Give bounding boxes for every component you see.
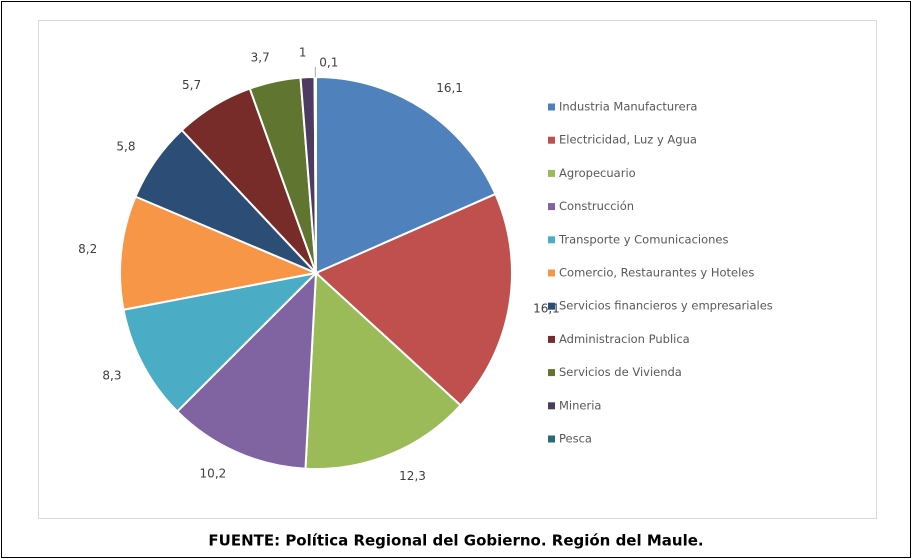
legend-label: Comercio, Restaurantes y Hoteles — [559, 266, 754, 280]
data-label: 1 — [299, 46, 307, 60]
data-label: 5,8 — [116, 140, 135, 154]
legend-swatch — [548, 369, 555, 377]
data-label: 12,3 — [399, 469, 426, 483]
data-label: 8,2 — [78, 242, 97, 256]
legend-label: Servicios de Vivienda — [559, 365, 682, 379]
legend-swatch — [548, 335, 555, 343]
legend-swatch — [548, 269, 555, 277]
legend-swatch — [548, 402, 555, 410]
data-label: 3,7 — [251, 50, 270, 64]
legend-swatch — [548, 103, 555, 111]
legend-label: Industria Manufacturera — [559, 100, 697, 114]
pie-slice — [315, 75, 497, 275]
pie-slice — [119, 195, 320, 311]
legend-swatch — [548, 435, 555, 443]
legend-swatch — [548, 169, 555, 177]
legend-swatch — [548, 302, 555, 310]
legend-label: Servicios financieros y empresariales — [559, 299, 773, 313]
data-label: 8,3 — [102, 368, 121, 382]
legend-label: Construcción — [559, 199, 634, 213]
legend-swatch — [548, 136, 555, 144]
legend-label: Mineria — [559, 398, 601, 412]
footer: FUENTE: Política Regional del Gobierno. … — [208, 532, 703, 550]
pie-slice — [314, 192, 513, 407]
legend-label: Agropecuario — [559, 166, 636, 180]
pie-slice — [304, 270, 462, 470]
legend-label: Electricidad, Luz y Agua — [559, 133, 697, 147]
data-label: 10,2 — [200, 466, 227, 480]
legend-label: Pesca — [559, 432, 592, 446]
data-label: 0,1 — [319, 56, 338, 70]
data-label: 16,1 — [436, 81, 463, 95]
pie-slice — [313, 75, 317, 274]
pie-slice — [175, 270, 318, 470]
legend-label: Administracion Publica — [559, 332, 690, 346]
legend-label: Transporte y Comunicaciones — [558, 232, 728, 246]
legend-swatch — [548, 203, 555, 211]
data-label: 5,7 — [182, 78, 201, 92]
pie-slice — [122, 271, 320, 413]
legend-swatch — [548, 236, 555, 244]
data-label: 16,1 — [533, 301, 560, 315]
